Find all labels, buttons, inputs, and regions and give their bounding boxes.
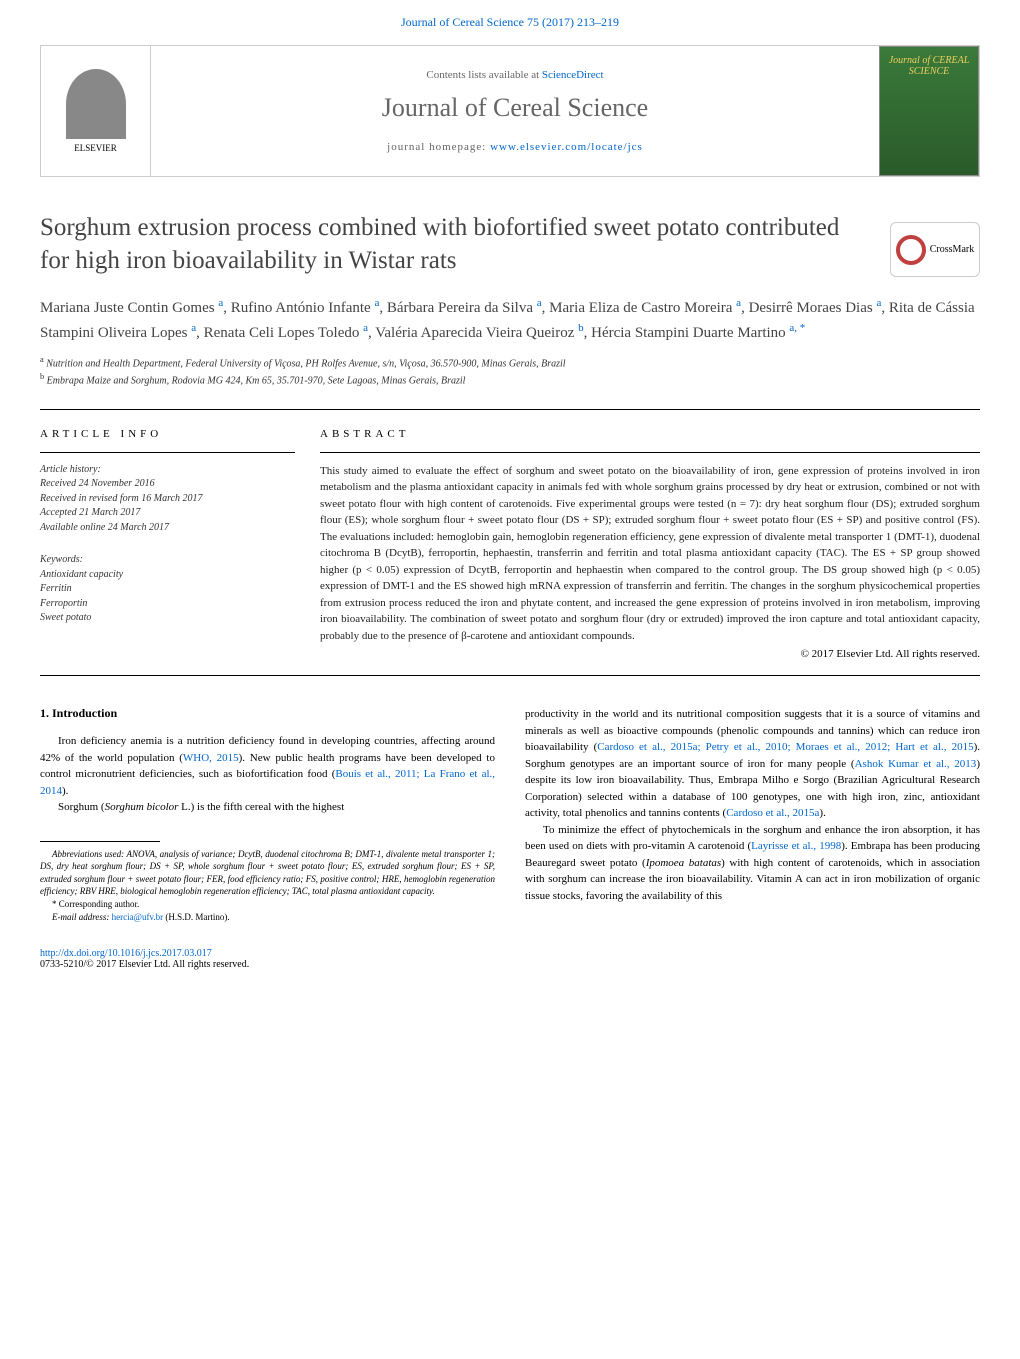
article-info-column: ARTICLE INFO Article history: Received 2… (40, 410, 320, 661)
homepage-line: journal homepage: www.elsevier.com/locat… (166, 141, 864, 153)
crossmark-icon (896, 235, 926, 265)
copyright: © 2017 Elsevier Ltd. All rights reserved… (320, 648, 980, 660)
cover-text: Journal of CEREAL SCIENCE (880, 47, 978, 77)
elsevier-label: ELSEVIER (66, 143, 126, 153)
divider (40, 675, 980, 676)
doi-link[interactable]: http://dx.doi.org/10.1016/j.jcs.2017.03.… (40, 948, 212, 959)
crossmark-label: CrossMark (930, 244, 974, 255)
top-citation-link: Journal of Cereal Science 75 (2017) 213–… (0, 0, 1020, 35)
cite-layrisse[interactable]: Layrisse et al., 1998 (751, 840, 841, 852)
authors-list: Mariana Juste Contin Gomes a, Rufino Ant… (40, 295, 980, 344)
divider (320, 452, 980, 453)
history-online: Available online 24 March 2017 (40, 521, 295, 536)
history-received: Received 24 November 2016 (40, 477, 295, 492)
citation-link[interactable]: Journal of Cereal Science 75 (2017) 213–… (401, 15, 619, 29)
intro-paragraph-1: Iron deficiency anemia is a nutrition de… (40, 733, 495, 799)
contents-line: Contents lists available at ScienceDirec… (166, 69, 864, 81)
keyword-2: Ferroportin (40, 597, 295, 612)
intro-paragraph-2: Sorghum (Sorghum bicolor L.) is the fift… (40, 799, 495, 816)
journal-header: ELSEVIER Contents lists available at Sci… (40, 45, 980, 177)
footer: http://dx.doi.org/10.1016/j.jcs.2017.03.… (40, 948, 980, 970)
keywords-label: Keywords: (40, 553, 295, 568)
corresponding-author: * Corresponding author. (40, 898, 495, 911)
keywords-block: Keywords: Antioxidant capacity Ferritin … (40, 553, 295, 626)
intro-heading: 1. Introduction (40, 706, 495, 721)
homepage-link[interactable]: www.elsevier.com/locate/jcs (490, 141, 643, 153)
contents-prefix: Contents lists available at (426, 69, 541, 81)
journal-name: Journal of Cereal Science (166, 93, 864, 123)
sciencedirect-link[interactable]: ScienceDirect (542, 69, 604, 81)
email-label: E-mail address: (52, 912, 112, 922)
elsevier-logo: ELSEVIER (41, 46, 151, 176)
affiliations: a Nutrition and Health Department, Feder… (40, 354, 980, 389)
footnotes: Abbreviations used: ANOVA, analysis of v… (40, 848, 495, 924)
cite-cardoso2[interactable]: Cardoso et al., 2015a (726, 807, 819, 819)
header-center: Contents lists available at ScienceDirec… (151, 54, 879, 168)
affiliation-b: Embrapa Maize and Sorghum, Rodovia MG 42… (47, 376, 466, 387)
keyword-3: Sweet potato (40, 611, 295, 626)
keyword-1: Ferritin (40, 582, 295, 597)
cite-who[interactable]: WHO, 2015 (183, 752, 239, 764)
body-right-column: productivity in the world and its nutrit… (525, 706, 980, 923)
crossmark-badge[interactable]: CrossMark (890, 222, 980, 277)
journal-cover: Journal of CEREAL SCIENCE (879, 46, 979, 176)
email-link[interactable]: hercia@ufv.br (112, 912, 163, 922)
cite-cardoso1[interactable]: Cardoso et al., 2015a; Petry et al., 201… (597, 741, 973, 753)
article-title: Sorghum extrusion process combined with … (40, 212, 960, 277)
elsevier-tree-icon (66, 69, 126, 139)
footnote-divider (40, 841, 160, 842)
history-label: Article history: (40, 463, 295, 478)
abstract-column: ABSTRACT This study aimed to evaluate th… (320, 410, 980, 661)
history-accepted: Accepted 21 March 2017 (40, 506, 295, 521)
issn-line: 0733-5210/© 2017 Elsevier Ltd. All right… (40, 959, 980, 970)
affiliation-a: Nutrition and Health Department, Federal… (46, 358, 565, 369)
intro-right-paragraph-1: productivity in the world and its nutrit… (525, 706, 980, 822)
body-left-column: 1. Introduction Iron deficiency anemia i… (40, 706, 495, 923)
article-info-heading: ARTICLE INFO (40, 428, 295, 440)
cite-ashok[interactable]: Ashok Kumar et al., 2013 (855, 758, 977, 770)
keyword-0: Antioxidant capacity (40, 568, 295, 583)
intro-right-paragraph-2: To minimize the effect of phytochemicals… (525, 822, 980, 905)
divider (40, 452, 295, 453)
history-revised: Received in revised form 16 March 2017 (40, 492, 295, 507)
homepage-prefix: journal homepage: (387, 141, 490, 153)
abstract-text: This study aimed to evaluate the effect … (320, 463, 980, 645)
abstract-heading: ABSTRACT (320, 428, 980, 440)
abbreviations-text: Abbreviations used: ANOVA, analysis of v… (40, 849, 495, 897)
email-suffix: (H.S.D. Martino). (163, 912, 230, 922)
cite-bouis[interactable]: Bouis et al., 2011; La Frano et al., 201… (40, 768, 495, 797)
article-history: Article history: Received 24 November 20… (40, 463, 295, 536)
